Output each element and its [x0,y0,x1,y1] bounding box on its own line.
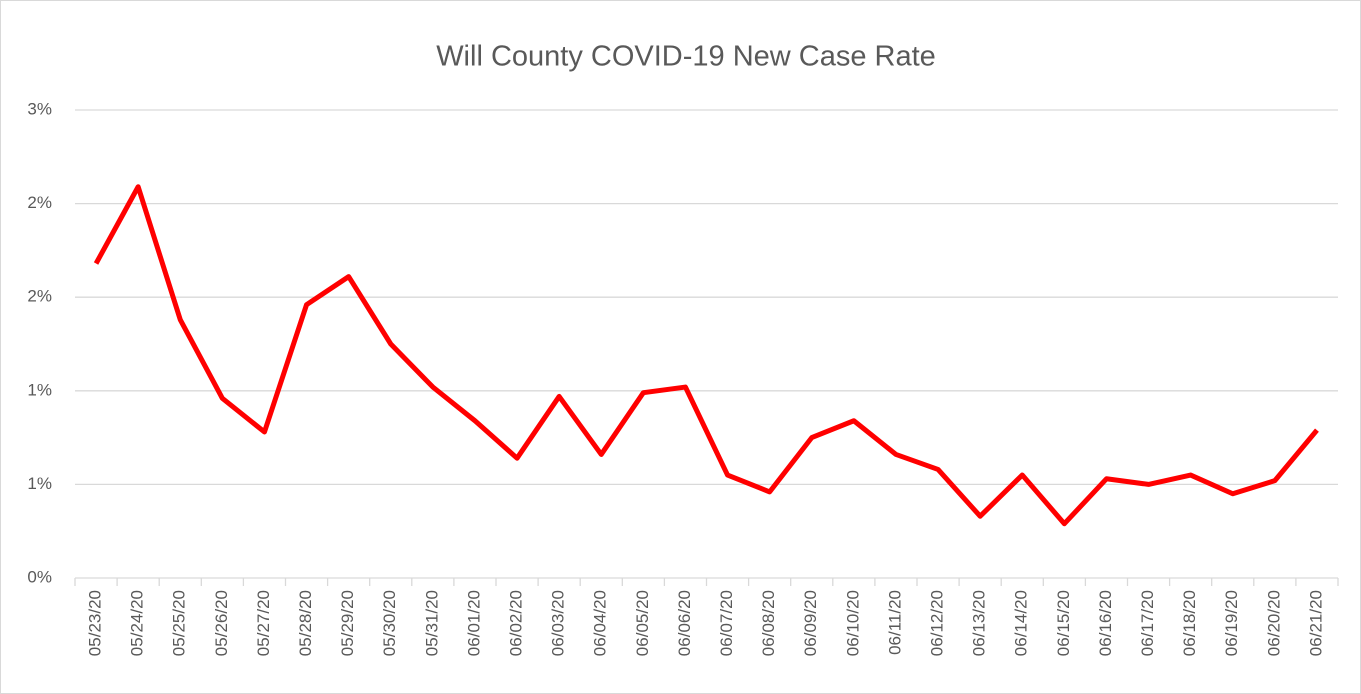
x-tick-label: 06/02/20 [507,590,526,656]
x-tick-label: 05/31/20 [422,590,441,656]
x-tick-label: 06/07/20 [717,590,736,656]
x-tick-label: 05/26/20 [212,590,231,656]
x-tick-label: 06/18/20 [1180,590,1199,656]
chart-title: Will County COVID-19 New Case Rate [436,41,936,73]
x-tick-label: 05/23/20 [86,590,105,656]
x-tick-label: 05/29/20 [338,590,357,656]
x-tick-label: 06/14/20 [1012,590,1031,656]
x-tick-label: 06/08/20 [759,590,778,656]
x-tick-label: 06/16/20 [1096,590,1115,656]
x-tick-label: 06/03/20 [549,590,568,656]
y-tick-label: 0% [27,567,52,586]
x-tick-label: 06/20/20 [1264,590,1283,656]
x-tick-label: 06/12/20 [928,590,947,656]
y-tick-label: 3% [27,99,52,118]
y-tick-label: 2% [27,287,52,306]
y-tick-label: 1% [27,380,52,399]
x-tick-label: 05/25/20 [170,590,189,656]
x-tick-label: 06/17/20 [1138,590,1157,656]
x-tick-label: 06/01/20 [464,590,483,656]
x-tick-label: 06/10/20 [843,590,862,656]
x-tick-label: 05/24/20 [128,590,147,656]
x-tick-label: 06/19/20 [1222,590,1241,656]
y-tick-label: 2% [27,193,52,212]
x-tick-label: 05/30/20 [380,590,399,656]
line-series [93,184,1319,527]
x-tick-label: 06/15/20 [1054,590,1073,656]
x-tick-label: 06/06/20 [675,590,694,656]
y-tick-label: 1% [27,474,52,493]
x-tick-label: 06/13/20 [970,590,989,656]
x-tick-label: 05/28/20 [296,590,315,656]
x-tick-label: 06/21/20 [1306,590,1325,656]
x-tick-label: 06/05/20 [633,590,652,656]
x-tick-label: 05/27/20 [254,590,273,656]
x-tick-label: 06/11/20 [885,590,904,655]
x-tick-label: 06/04/20 [591,590,610,656]
x-tick-label: 06/09/20 [801,590,820,656]
